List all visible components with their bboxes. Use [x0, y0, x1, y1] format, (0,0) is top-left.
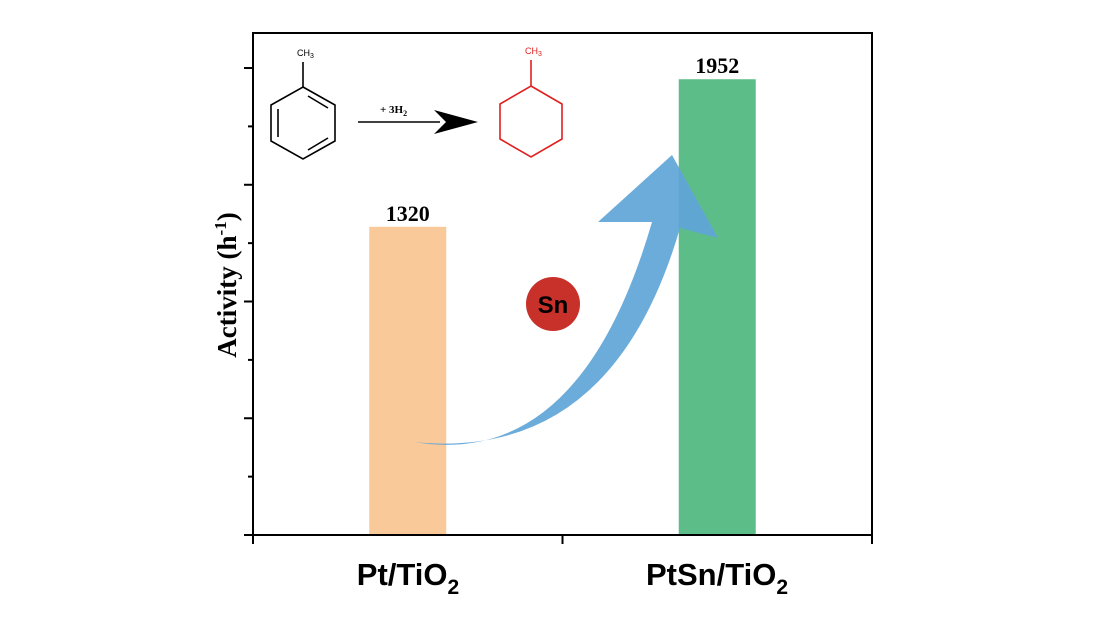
methylcyclohexane-structure	[499, 60, 563, 158]
data-label-ptsn-tio2: 1952	[695, 53, 739, 78]
reactant-substituent: CH3	[297, 48, 314, 60]
reaction-reagent: + 3H2	[380, 104, 407, 118]
bar-pt-tio2	[369, 226, 447, 535]
reaction-scheme: CH3 + 3H2 CH3	[270, 46, 563, 160]
x-tick-label-pt: Pt/TiO2	[357, 557, 459, 599]
x-tick-label-ptsn: PtSn/TiO2	[646, 557, 788, 599]
data-labels: 1320 1952	[386, 53, 740, 226]
toluene-structure	[270, 62, 336, 160]
bars-group	[369, 79, 756, 535]
x-axis-labels: Pt/TiO2 PtSn/TiO2	[357, 557, 788, 599]
sn-badge-circle	[526, 277, 580, 331]
reaction-arrow	[358, 110, 478, 134]
sn-badge: Sn	[526, 277, 580, 331]
data-label-pt-tio2: 1320	[386, 201, 430, 226]
y-axis-label: Activity (h-1)	[211, 212, 242, 357]
axis-ticks	[244, 67, 873, 544]
product-substituent: CH3	[525, 46, 542, 58]
promotion-arrow	[414, 155, 718, 445]
sn-badge-label: Sn	[538, 292, 569, 319]
bar-ptsn-tio2	[678, 79, 756, 535]
